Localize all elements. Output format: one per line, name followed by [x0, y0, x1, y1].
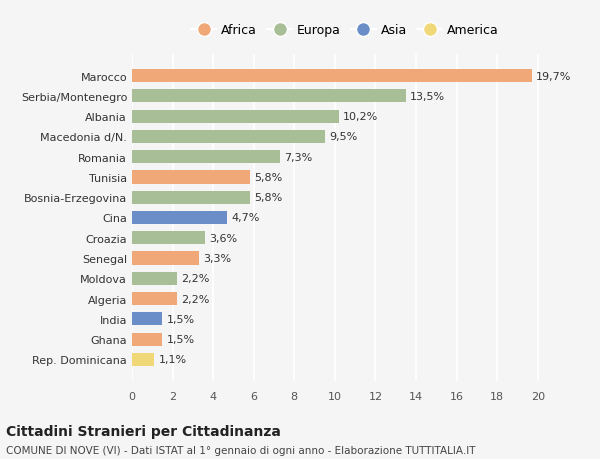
Text: Cittadini Stranieri per Cittadinanza: Cittadini Stranieri per Cittadinanza: [6, 425, 281, 438]
Bar: [132, 171, 250, 184]
Bar: [132, 151, 280, 164]
Legend: Africa, Europa, Asia, America: Africa, Europa, Asia, America: [186, 19, 504, 42]
Bar: [132, 212, 227, 224]
Bar: [132, 313, 163, 326]
Bar: [132, 191, 250, 204]
Text: 3,6%: 3,6%: [209, 233, 237, 243]
Bar: [132, 292, 176, 306]
Text: 7,3%: 7,3%: [284, 152, 313, 162]
Text: COMUNE DI NOVE (VI) - Dati ISTAT al 1° gennaio di ogni anno - Elaborazione TUTTI: COMUNE DI NOVE (VI) - Dati ISTAT al 1° g…: [6, 445, 476, 455]
Bar: [132, 90, 406, 103]
Bar: [132, 110, 339, 123]
Text: 5,8%: 5,8%: [254, 193, 282, 203]
Text: 3,3%: 3,3%: [203, 253, 231, 263]
Bar: [132, 353, 154, 366]
Bar: [132, 333, 163, 346]
Text: 2,2%: 2,2%: [181, 274, 209, 284]
Text: 9,5%: 9,5%: [329, 132, 357, 142]
Text: 2,2%: 2,2%: [181, 294, 209, 304]
Text: 13,5%: 13,5%: [410, 92, 445, 102]
Bar: [132, 252, 199, 265]
Text: 1,5%: 1,5%: [166, 314, 194, 324]
Text: 5,8%: 5,8%: [254, 173, 282, 183]
Bar: [132, 130, 325, 144]
Bar: [132, 272, 176, 285]
Text: 19,7%: 19,7%: [536, 72, 571, 81]
Text: 1,5%: 1,5%: [166, 334, 194, 344]
Text: 10,2%: 10,2%: [343, 112, 378, 122]
Text: 1,1%: 1,1%: [158, 355, 187, 364]
Bar: [132, 232, 205, 245]
Text: 4,7%: 4,7%: [232, 213, 260, 223]
Bar: [132, 70, 532, 83]
